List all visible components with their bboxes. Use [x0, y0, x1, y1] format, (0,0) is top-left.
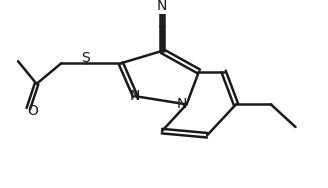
Text: N: N — [130, 89, 140, 103]
Text: S: S — [82, 51, 90, 65]
Text: O: O — [27, 104, 38, 118]
Text: N: N — [157, 0, 167, 13]
Text: N: N — [176, 97, 187, 111]
